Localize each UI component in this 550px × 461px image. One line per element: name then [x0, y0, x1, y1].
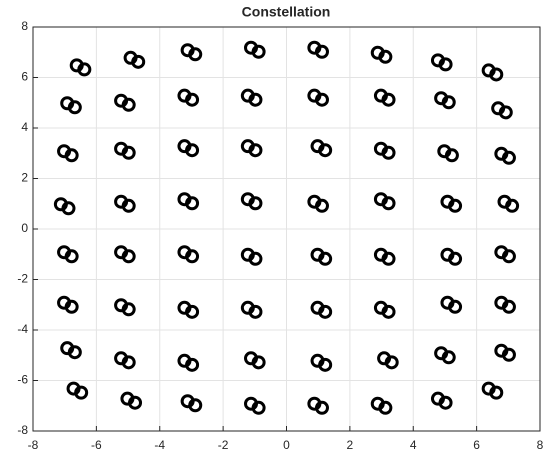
- x-tick-label: 6: [473, 438, 480, 452]
- grid-layer: [32, 26, 541, 432]
- point: [314, 44, 329, 59]
- point: [188, 47, 203, 62]
- point: [77, 62, 92, 77]
- point: [61, 201, 76, 216]
- marks-layer: [53, 40, 520, 415]
- point: [318, 251, 333, 266]
- point: [448, 299, 463, 314]
- point: [248, 143, 263, 158]
- point: [381, 304, 396, 319]
- point: [67, 100, 82, 115]
- point: [64, 148, 79, 163]
- point: [128, 395, 143, 410]
- y-tick-label: 0: [21, 221, 28, 235]
- point: [438, 57, 453, 72]
- point: [67, 345, 82, 360]
- point: [121, 198, 136, 213]
- y-tick-label: -8: [17, 423, 28, 437]
- point: [381, 251, 396, 266]
- point: [438, 395, 453, 410]
- point: [489, 67, 504, 82]
- x-tick-label: 4: [410, 438, 417, 452]
- point: [318, 304, 333, 319]
- point: [381, 145, 396, 160]
- y-tick-label: -2: [17, 272, 28, 286]
- x-tick-label: 8: [537, 438, 544, 452]
- point: [501, 299, 516, 314]
- axes-box: [32, 26, 541, 432]
- point: [501, 347, 516, 362]
- point: [501, 150, 516, 165]
- y-tick-label: 2: [21, 171, 28, 185]
- point: [251, 400, 266, 415]
- point: [501, 249, 516, 264]
- point: [121, 249, 136, 264]
- point: [64, 249, 79, 264]
- point: [314, 400, 329, 415]
- point: [185, 92, 200, 107]
- point: [448, 251, 463, 266]
- point: [381, 92, 396, 107]
- y-tick-label: -4: [17, 322, 28, 336]
- x-tick-label: -6: [91, 438, 102, 452]
- point: [381, 196, 396, 211]
- point: [448, 198, 463, 213]
- point: [251, 355, 266, 370]
- point: [489, 385, 504, 400]
- point: [441, 350, 456, 365]
- point: [384, 355, 399, 370]
- y-tick-label: 8: [21, 19, 28, 33]
- chart-title: Constellation: [242, 4, 331, 20]
- point: [441, 95, 456, 110]
- point: [121, 145, 136, 160]
- point: [378, 400, 393, 415]
- point: [185, 357, 200, 372]
- point: [248, 196, 263, 211]
- point: [314, 198, 329, 213]
- point: [131, 54, 146, 69]
- x-tick-label: -8: [28, 438, 39, 452]
- x-tick-label: -4: [154, 438, 165, 452]
- y-tick-label: 4: [21, 120, 28, 134]
- point: [444, 148, 459, 163]
- y-tick-label: 6: [21, 70, 28, 84]
- point: [74, 385, 89, 400]
- point: [251, 44, 266, 59]
- point: [318, 143, 333, 158]
- point: [505, 198, 520, 213]
- point: [314, 92, 329, 107]
- point: [185, 143, 200, 158]
- x-tick-label: 2: [347, 438, 354, 452]
- point: [248, 92, 263, 107]
- point: [248, 304, 263, 319]
- point: [121, 355, 136, 370]
- point: [185, 249, 200, 264]
- point: [64, 299, 79, 314]
- point: [498, 105, 513, 120]
- x-tick-label: 0: [283, 438, 290, 452]
- x-tick-label: -2: [218, 438, 229, 452]
- y-tick-label: -6: [17, 373, 28, 387]
- point: [185, 304, 200, 319]
- point: [318, 357, 333, 372]
- point: [185, 196, 200, 211]
- point: [121, 97, 136, 112]
- point: [248, 251, 263, 266]
- point: [188, 398, 203, 413]
- point: [121, 302, 136, 317]
- point: [378, 49, 393, 64]
